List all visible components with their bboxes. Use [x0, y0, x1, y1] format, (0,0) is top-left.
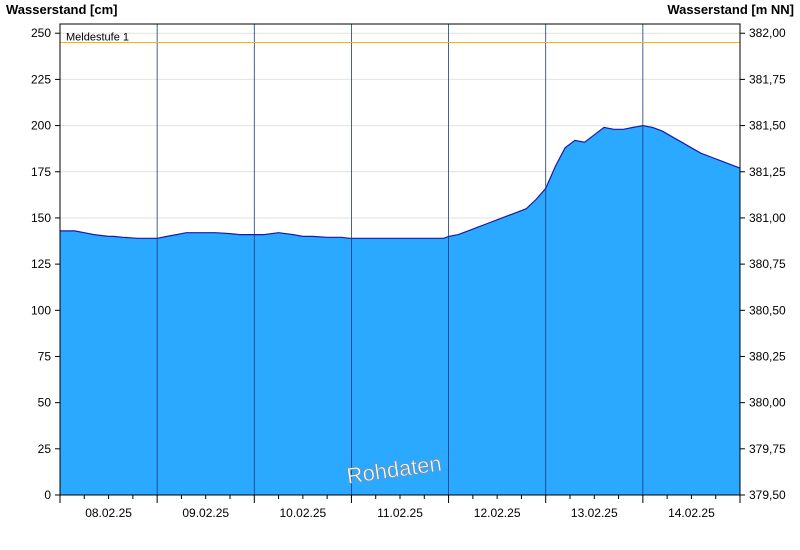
right-tick-label-3: 380,25: [749, 349, 786, 363]
x-tick-label-6: 14.02.25: [668, 506, 715, 520]
left-tick-label-6: 150: [31, 211, 51, 225]
threshold-group: Meldestufe 1: [60, 31, 740, 43]
water-level-area: [60, 125, 740, 495]
right-axis: 379,50 379,75 380,00 380,25 380,50 380,75 381,…: [740, 26, 786, 502]
right-tick-label-0: 379,50: [749, 488, 786, 502]
water-level-line: [60, 124, 741, 239]
threshold-label: Meldestufe 1: [66, 31, 129, 43]
right-tick-label-9: 381,75: [749, 72, 786, 86]
x-axis: 08.02.25 09.02.25 10.02.25 11.02.25 12.02.25…: [59, 495, 741, 520]
left-tick-label-0: 0: [44, 488, 51, 502]
right-tick-label-8: 381,50: [749, 119, 786, 133]
right-axis-title: Wasserstand [m NN]: [667, 2, 794, 17]
right-tick-label-2: 380,00: [749, 396, 786, 410]
left-axis: 0 25 50 75 100 125 150 175 200 225 250: [31, 26, 60, 502]
left-axis-title: Wasserstand [cm]: [6, 2, 118, 17]
plot-area: [60, 24, 741, 495]
x-tick-label-3: 11.02.25: [377, 506, 423, 520]
x-tick-label-2: 10.02.25: [279, 506, 326, 520]
x-tick-label-4: 12.02.25: [474, 506, 521, 520]
left-tick-label-1: 25: [38, 442, 52, 456]
right-tick-label-6: 381,00: [749, 211, 786, 225]
left-tick-label-9: 225: [31, 72, 51, 86]
left-tick-label-2: 50: [38, 396, 52, 410]
left-tick-label-7: 175: [31, 165, 51, 179]
left-tick-label-5: 125: [31, 257, 51, 271]
left-tick-label-10: 250: [31, 26, 51, 40]
left-tick-label-8: 200: [31, 119, 51, 133]
right-tick-label-1: 379,75: [749, 442, 786, 456]
x-tick-label-1: 09.02.25: [182, 506, 229, 520]
left-tick-label-4: 100: [31, 303, 51, 317]
x-tick-label-0: 08.02.25: [85, 506, 132, 520]
right-tick-label-4: 380,50: [749, 303, 786, 317]
x-tick-label-5: 13.02.25: [571, 506, 618, 520]
left-tick-label-3: 75: [38, 349, 52, 363]
right-tick-label-5: 380,75: [749, 257, 786, 271]
right-tick-label-7: 381,25: [749, 165, 786, 179]
right-tick-label-10: 382,00: [749, 26, 786, 40]
